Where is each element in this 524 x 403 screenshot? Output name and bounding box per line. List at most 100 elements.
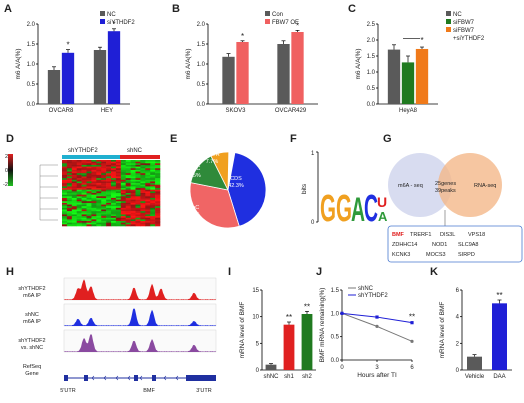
heatmap-cell [125, 199, 131, 202]
heatmap-cell [150, 222, 156, 225]
heatmap-cell [155, 174, 161, 177]
heatmap-cell [101, 219, 107, 222]
heatmap-cell [135, 202, 141, 205]
heatmap-cell [66, 212, 73, 215]
heatmap-cell [111, 163, 117, 166]
heatmap-cell [135, 164, 141, 167]
heatmap-cell [101, 211, 107, 214]
heatmap-cell [111, 189, 117, 192]
heatmap-cell [81, 186, 87, 189]
heatmap-cell [62, 211, 68, 214]
heatmap-cell [106, 209, 112, 212]
heatmap-cell [135, 171, 141, 174]
chart-b-xtick-label: OVCAR429 [275, 108, 307, 114]
heatmap-cell [125, 169, 131, 172]
chart-j-ylabel: BMF mRNA remaining(%) [319, 288, 326, 363]
heatmap-cell [120, 222, 126, 225]
heatmap-cell [66, 193, 73, 195]
heatmap-cell [86, 176, 92, 179]
heatmap-cell [145, 224, 151, 227]
heatmap-cell [150, 179, 156, 182]
heatmap-cell [76, 204, 82, 207]
pie-label: stopC [185, 205, 199, 211]
chart-k: 0 2 4 6 mRNA level of BMF Vehicle ** DAA [439, 288, 512, 380]
heatmap-cell [120, 184, 126, 187]
heatmap-cell [62, 186, 68, 189]
heatmap-cell [66, 219, 73, 222]
heatmap-cell [62, 212, 68, 215]
heatmap-cell [106, 193, 112, 195]
heatmap-cell [115, 211, 122, 214]
heatmap-cell [91, 163, 97, 166]
heatmap-cell [140, 201, 146, 204]
heatmap-cell [120, 168, 126, 171]
heatmap-cell [91, 188, 97, 190]
heatmap-cell [140, 186, 146, 189]
heatmap-cell [91, 184, 97, 187]
heatmap-cell [130, 216, 136, 219]
heatmap-cell [130, 176, 136, 179]
venn-gene: KCNK3 [392, 252, 410, 258]
heatmap-cell [155, 166, 161, 169]
gene-strand-arrow [163, 375, 167, 381]
heatmap-cell [106, 160, 112, 162]
chart-b-legend-label: Con [272, 12, 283, 18]
heatmap-color-scale [8, 154, 13, 186]
heatmap-cell [62, 181, 68, 184]
heatmap-cell [115, 193, 122, 195]
heatmap-cell [76, 212, 82, 215]
motif-letter-g2: G [336, 188, 352, 230]
heatmap-cell [76, 186, 82, 189]
heatmap-cell [96, 221, 102, 223]
track-signal [64, 308, 216, 326]
heatmap-cell [62, 209, 68, 212]
heatmap-cell [111, 181, 117, 184]
heatmap-cell [140, 178, 146, 181]
heatmap-cell [91, 169, 97, 172]
heatmap-cell [115, 204, 122, 207]
chart-b-legend-swatch [265, 11, 270, 16]
heatmap-cell [150, 164, 156, 167]
heatmap-cell [135, 219, 141, 222]
heatmap-cell [125, 174, 131, 177]
chart-a-bar [107, 31, 121, 105]
motif-logo-f: 1 0 bits G G A C U A [301, 151, 388, 230]
heatmap-cell [155, 217, 161, 220]
heatmap-cell [91, 176, 97, 179]
heatmap-cell [81, 219, 87, 222]
track-label: shYTHDF2 [18, 338, 45, 344]
heatmap-cell [86, 224, 92, 227]
heatmap-cell [71, 186, 77, 189]
venn-center-peaks: 39peaks [435, 188, 456, 194]
heatmap-cell [66, 174, 73, 177]
heatmap-cell [145, 191, 151, 194]
heatmap-cell [71, 202, 77, 205]
heatmap-cell [145, 176, 151, 179]
utr3-label: 3'UTR [196, 388, 211, 394]
heatmap-cell [91, 212, 97, 215]
heatmap-cell [115, 169, 122, 172]
heatmap-cell [130, 194, 136, 197]
motif-letter-a2: A [378, 209, 388, 224]
chart-j-ytick-label: 0.0 [331, 358, 340, 364]
heatmap-cell [62, 178, 68, 181]
heatmap-cell [76, 178, 82, 181]
heatmap-cell [125, 161, 131, 164]
heatmap-cell [71, 207, 77, 210]
gene-name-label: BMF [143, 388, 155, 394]
heatmap-cell [71, 197, 77, 200]
heatmap-cell [62, 194, 68, 197]
chart-a-legend-label: NC [107, 12, 116, 18]
heatmap-cell [145, 214, 151, 217]
chart-k-bar [467, 356, 482, 370]
heatmap-cell [140, 191, 146, 194]
heatmap-cell [66, 206, 73, 209]
gene-strand-arrow [127, 375, 131, 381]
heatmap-cell [120, 186, 126, 189]
chart-j-point [410, 321, 414, 325]
heatmap-cell [106, 219, 112, 222]
heatmap-cell [81, 184, 87, 187]
heatmap-cell [150, 217, 156, 220]
heatmap-cell [62, 207, 68, 210]
heatmap-cell [96, 209, 102, 212]
